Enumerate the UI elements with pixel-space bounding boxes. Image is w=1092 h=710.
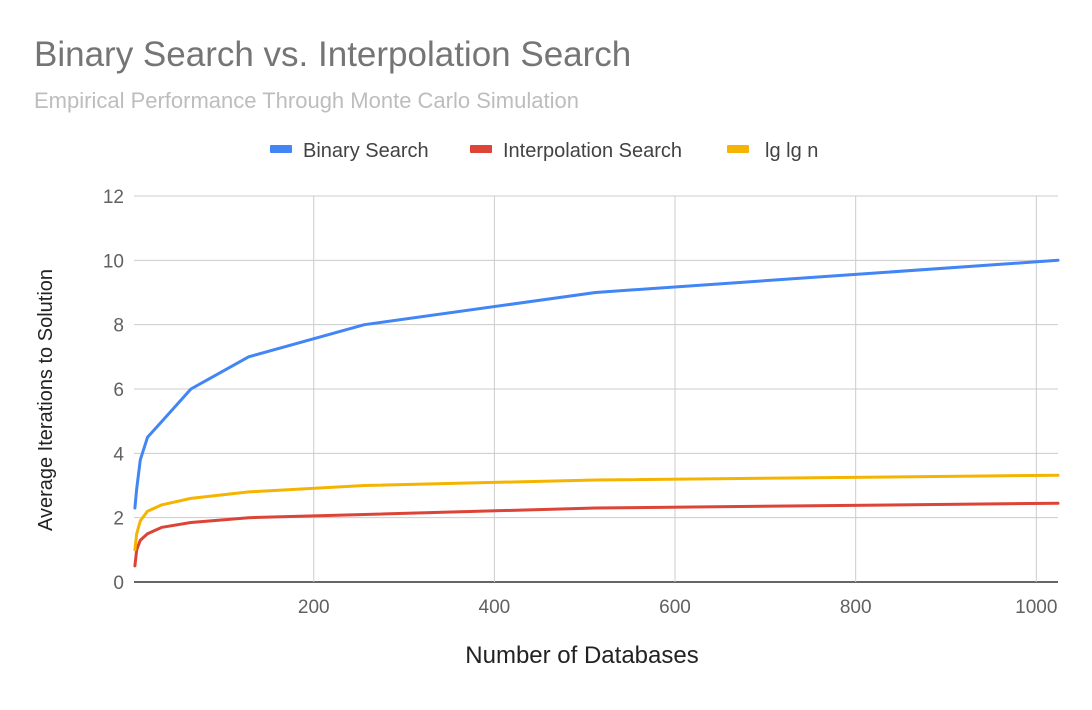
chart-title: Binary Search vs. Interpolation Search	[34, 35, 631, 74]
y-tick-label: 8	[113, 316, 124, 337]
x-axis-ticks: 200 400 600 800 1000	[298, 597, 1058, 618]
y-tick-label: 6	[113, 380, 124, 401]
legend: Binary Search Interpolation Search lg lg…	[270, 140, 818, 162]
legend-swatch-interpolation-search	[470, 145, 492, 153]
series-line-0	[133, 258, 1060, 510]
y-tick-label: 10	[103, 251, 124, 272]
y-tick-label: 4	[113, 444, 124, 465]
y-axis-title: Average Iterations to Solution	[35, 269, 57, 531]
y-axis-ticks: 0 2 4 6 8 10 12	[103, 187, 125, 594]
x-tick-label: 400	[479, 597, 511, 618]
x-tick-label: 200	[298, 597, 330, 618]
series-line-2	[133, 473, 1060, 552]
x-tick-label: 800	[840, 597, 872, 618]
legend-swatch-binary-search	[270, 145, 292, 153]
y-tick-label: 2	[113, 509, 124, 530]
x-tick-label: 600	[659, 597, 691, 618]
legend-label-binary-search: Binary Search	[303, 140, 429, 162]
legend-swatch-lglgn	[727, 145, 749, 153]
legend-label-interpolation-search: Interpolation Search	[503, 140, 682, 162]
grid	[134, 195, 1058, 583]
legend-label-lglgn: lg lg n	[765, 140, 818, 162]
series-lines	[133, 258, 1060, 568]
y-tick-label: 0	[113, 573, 124, 594]
series-line-1	[133, 501, 1060, 568]
x-tick-label: 1000	[1015, 597, 1057, 618]
y-tick-label: 12	[103, 187, 124, 208]
x-axis-title: Number of Databases	[465, 642, 698, 669]
chart-subtitle: Empirical Performance Through Monte Carl…	[34, 88, 579, 113]
